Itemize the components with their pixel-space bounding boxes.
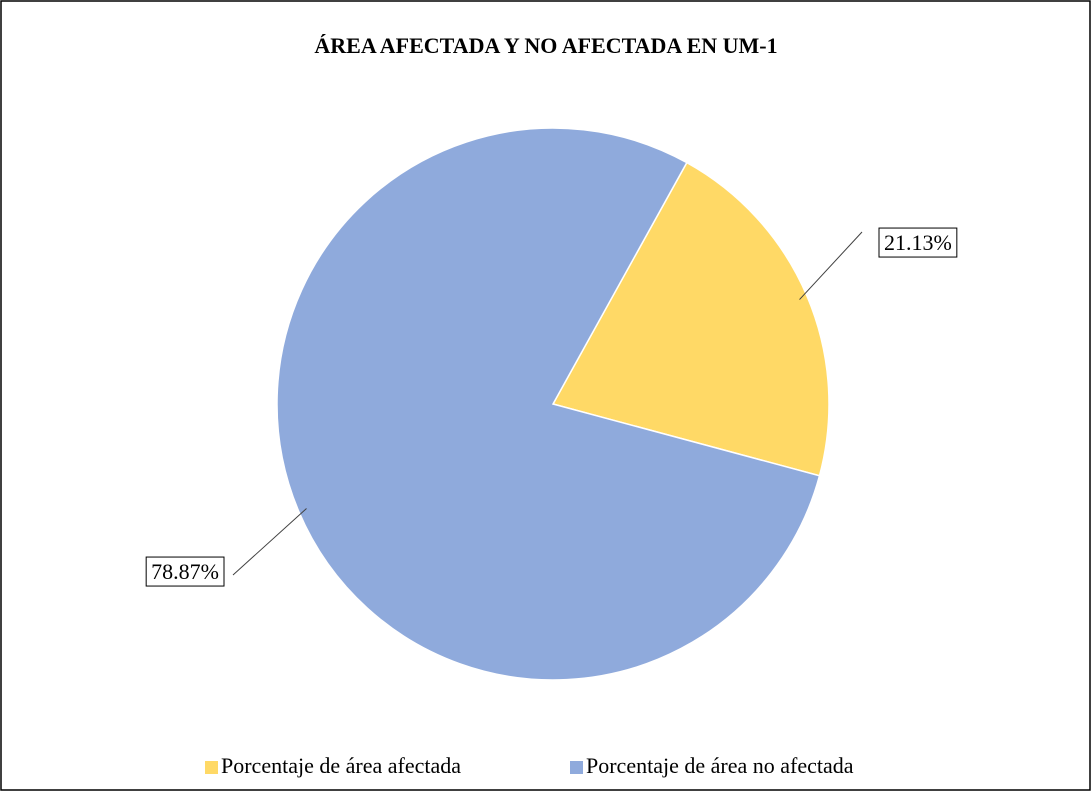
data-label-box: [145, 556, 225, 587]
data-label: 78.87%: [151, 559, 219, 584]
leader-line: [799, 231, 863, 300]
legend-label: Porcentaje de área afectada: [221, 753, 461, 778]
legend-swatch: [570, 761, 583, 774]
pie-slice: [276, 127, 821, 681]
data-label-box: [878, 227, 958, 258]
legend-label: Porcentaje de área no afectada: [586, 753, 854, 778]
data-label: 21.13%: [884, 230, 952, 255]
pie-slice: [551, 161, 830, 477]
chart-title: ÁREA AFECTADA Y NO AFECTADA EN UM-1: [314, 33, 777, 58]
leader-line: [232, 508, 307, 576]
legend-swatch: [205, 761, 218, 774]
